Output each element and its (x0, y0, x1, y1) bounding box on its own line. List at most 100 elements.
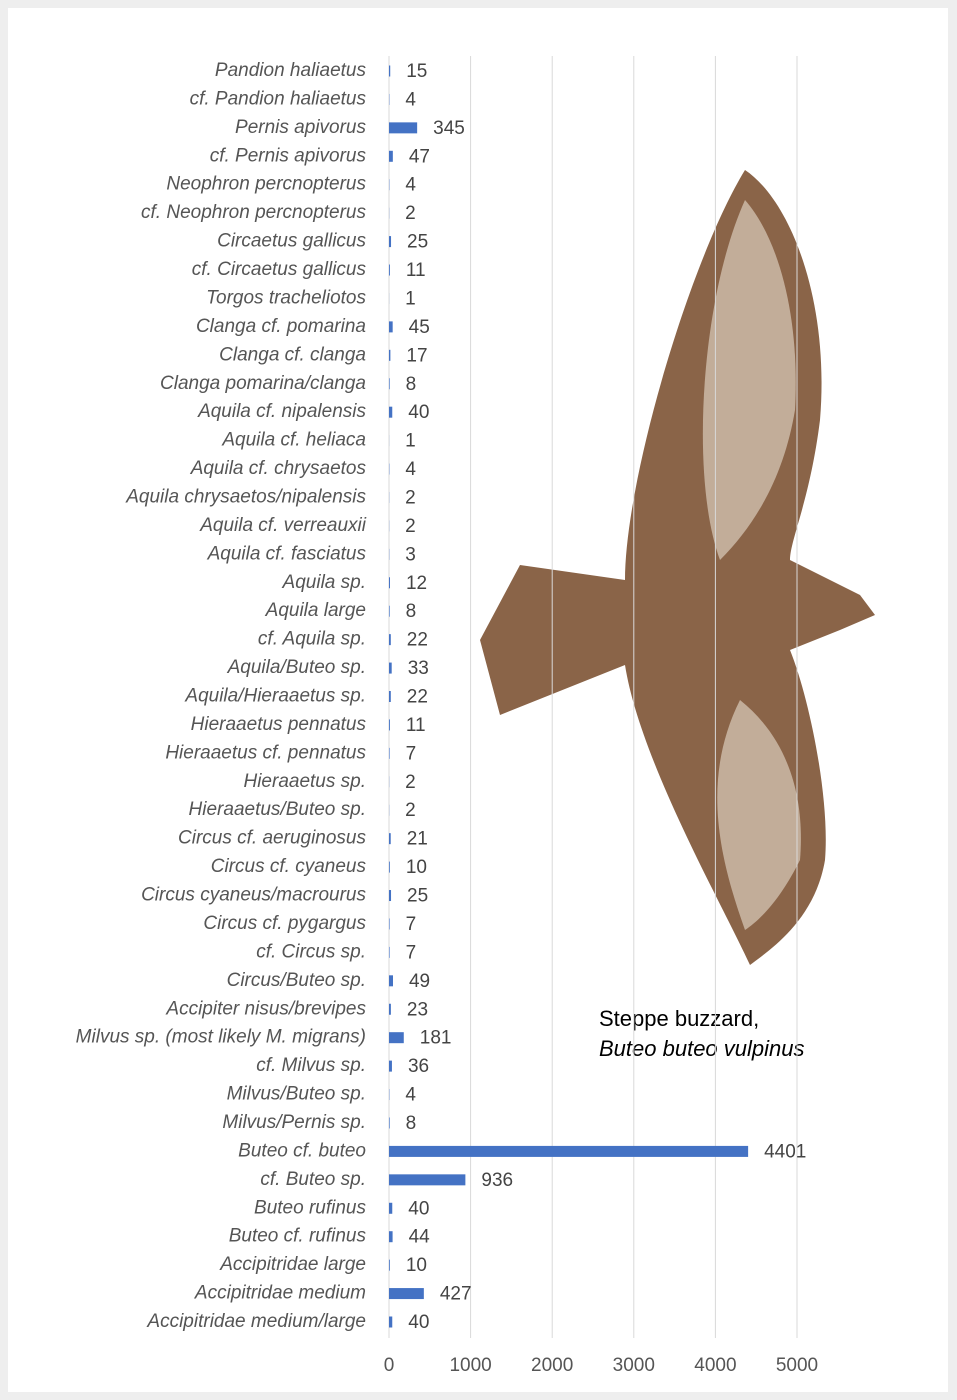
bar (389, 605, 390, 617)
bar (389, 1288, 424, 1300)
data-label: 4 (405, 1085, 416, 1106)
bar (389, 1202, 393, 1214)
y-tick-label: Aquila sp. (282, 572, 366, 593)
data-label: 33 (408, 658, 429, 679)
data-label: 10 (406, 857, 427, 878)
data-label: 1 (405, 431, 416, 452)
data-label: 44 (409, 1227, 431, 1248)
bar (389, 918, 390, 930)
data-label: 1 (405, 288, 416, 309)
data-label: 21 (407, 829, 428, 850)
data-label: 7 (406, 942, 417, 963)
y-tick-label: Circus cyaneus/macrourus (141, 885, 366, 906)
y-tick-label: Aquila large (265, 600, 366, 621)
bar (389, 634, 391, 646)
data-label: 40 (408, 1312, 429, 1333)
y-tick-label: Circus cf. pygargus (203, 913, 366, 934)
y-tick-label: Aquila chrysaetos/nipalensis (125, 486, 366, 507)
bar (389, 1231, 393, 1243)
bar (389, 1003, 391, 1015)
data-label: 8 (406, 1113, 417, 1134)
bar (389, 691, 391, 702)
bar (389, 946, 390, 958)
data-label: 40 (408, 1198, 429, 1219)
bar (389, 577, 390, 589)
data-label: 23 (407, 999, 428, 1020)
data-label: 4 (405, 175, 416, 196)
data-label: 2 (405, 487, 416, 508)
y-tick-label: Milvus/Pernis sp. (222, 1112, 366, 1133)
y-tick-label: Hieraaetus pennatus (191, 714, 367, 735)
y-tick-label: cf. Circus sp. (256, 941, 366, 962)
y-tick-label: Pandion haliaetus (215, 60, 367, 81)
y-tick-label: Milvus/Buteo sp. (227, 1084, 366, 1105)
y-tick-label: Aquila cf. heliaca (221, 430, 366, 451)
x-tick-label: 0 (384, 1355, 395, 1376)
bar (389, 975, 393, 987)
data-label: 17 (406, 345, 427, 366)
bar (389, 662, 392, 674)
x-tick-label: 4000 (694, 1355, 736, 1376)
bar (389, 1174, 466, 1186)
y-tick-label: Accipitridae large (219, 1254, 366, 1275)
bar (389, 747, 390, 759)
data-label: 45 (409, 317, 430, 338)
y-tick-label: Clanga cf. clanga (219, 344, 366, 365)
x-tick-label: 1000 (449, 1355, 491, 1376)
annotation: Steppe buzzard, (599, 1006, 759, 1031)
bar (389, 150, 393, 162)
data-label: 181 (420, 1028, 452, 1049)
y-tick-label: cf. Neophron percnopterus (141, 202, 366, 223)
x-tick-label: 5000 (776, 1355, 818, 1376)
bird-wing-light (702, 200, 796, 560)
y-tick-label: Aquila/Hieraaetus sp. (184, 686, 366, 707)
bar (389, 1117, 390, 1129)
data-label: 2 (405, 203, 416, 224)
bird-illustration (480, 170, 875, 965)
y-tick-label: cf. Pernis apivorus (210, 145, 367, 166)
data-label: 47 (409, 146, 430, 167)
data-label: 2 (405, 772, 416, 793)
data-label: 4 (405, 459, 416, 480)
data-label: 4401 (764, 1141, 806, 1162)
y-tick-label: Clanga pomarina/clanga (160, 373, 366, 394)
bar (389, 65, 391, 77)
bar (389, 321, 393, 333)
data-label: 3 (405, 544, 416, 565)
y-tick-label: cf. Milvus sp. (256, 1055, 366, 1076)
bar (389, 378, 390, 390)
y-tick-label: Aquila cf. fasciatus (207, 543, 367, 564)
y-tick-label: Hieraaetus cf. pennatus (165, 742, 366, 763)
y-tick-label: cf. Pandion haliaetus (190, 88, 367, 109)
y-tick-label: Buteo rufinus (254, 1197, 366, 1218)
y-tick-label: Circus cf. cyaneus (211, 856, 367, 877)
bar (389, 236, 392, 248)
y-tick-label: Aquila/Buteo sp. (227, 657, 366, 678)
data-label: 2 (405, 800, 416, 821)
y-tick-label: cf. Buteo sp. (260, 1169, 366, 1190)
data-label: 4 (405, 89, 416, 110)
y-tick-label: Circaetus gallicus (217, 231, 366, 252)
bar (389, 1060, 392, 1072)
data-label: 2 (405, 516, 416, 537)
y-tick-label: Accipiter nisus/brevipes (165, 998, 366, 1019)
data-label: 40 (408, 402, 429, 423)
y-tick-label: Circus/Buteo sp. (227, 970, 366, 991)
bird-wing-light (717, 700, 801, 930)
bar (389, 264, 390, 276)
bar (389, 349, 391, 361)
data-label: 15 (406, 61, 427, 82)
data-label: 7 (406, 914, 417, 935)
y-tick-label: Circus cf. aeruginosus (178, 828, 366, 849)
bar (389, 1259, 390, 1271)
data-label: 12 (406, 573, 427, 594)
bar (389, 861, 390, 873)
y-tick-label: Accipitridae medium/large (146, 1311, 366, 1332)
y-tick-label: Hieraaetus sp. (243, 771, 366, 792)
bar (389, 890, 392, 902)
data-label: 8 (406, 374, 417, 395)
y-tick-label: Aquila cf. nipalensis (197, 401, 366, 422)
data-label: 22 (407, 687, 428, 708)
data-label: 36 (408, 1056, 429, 1077)
